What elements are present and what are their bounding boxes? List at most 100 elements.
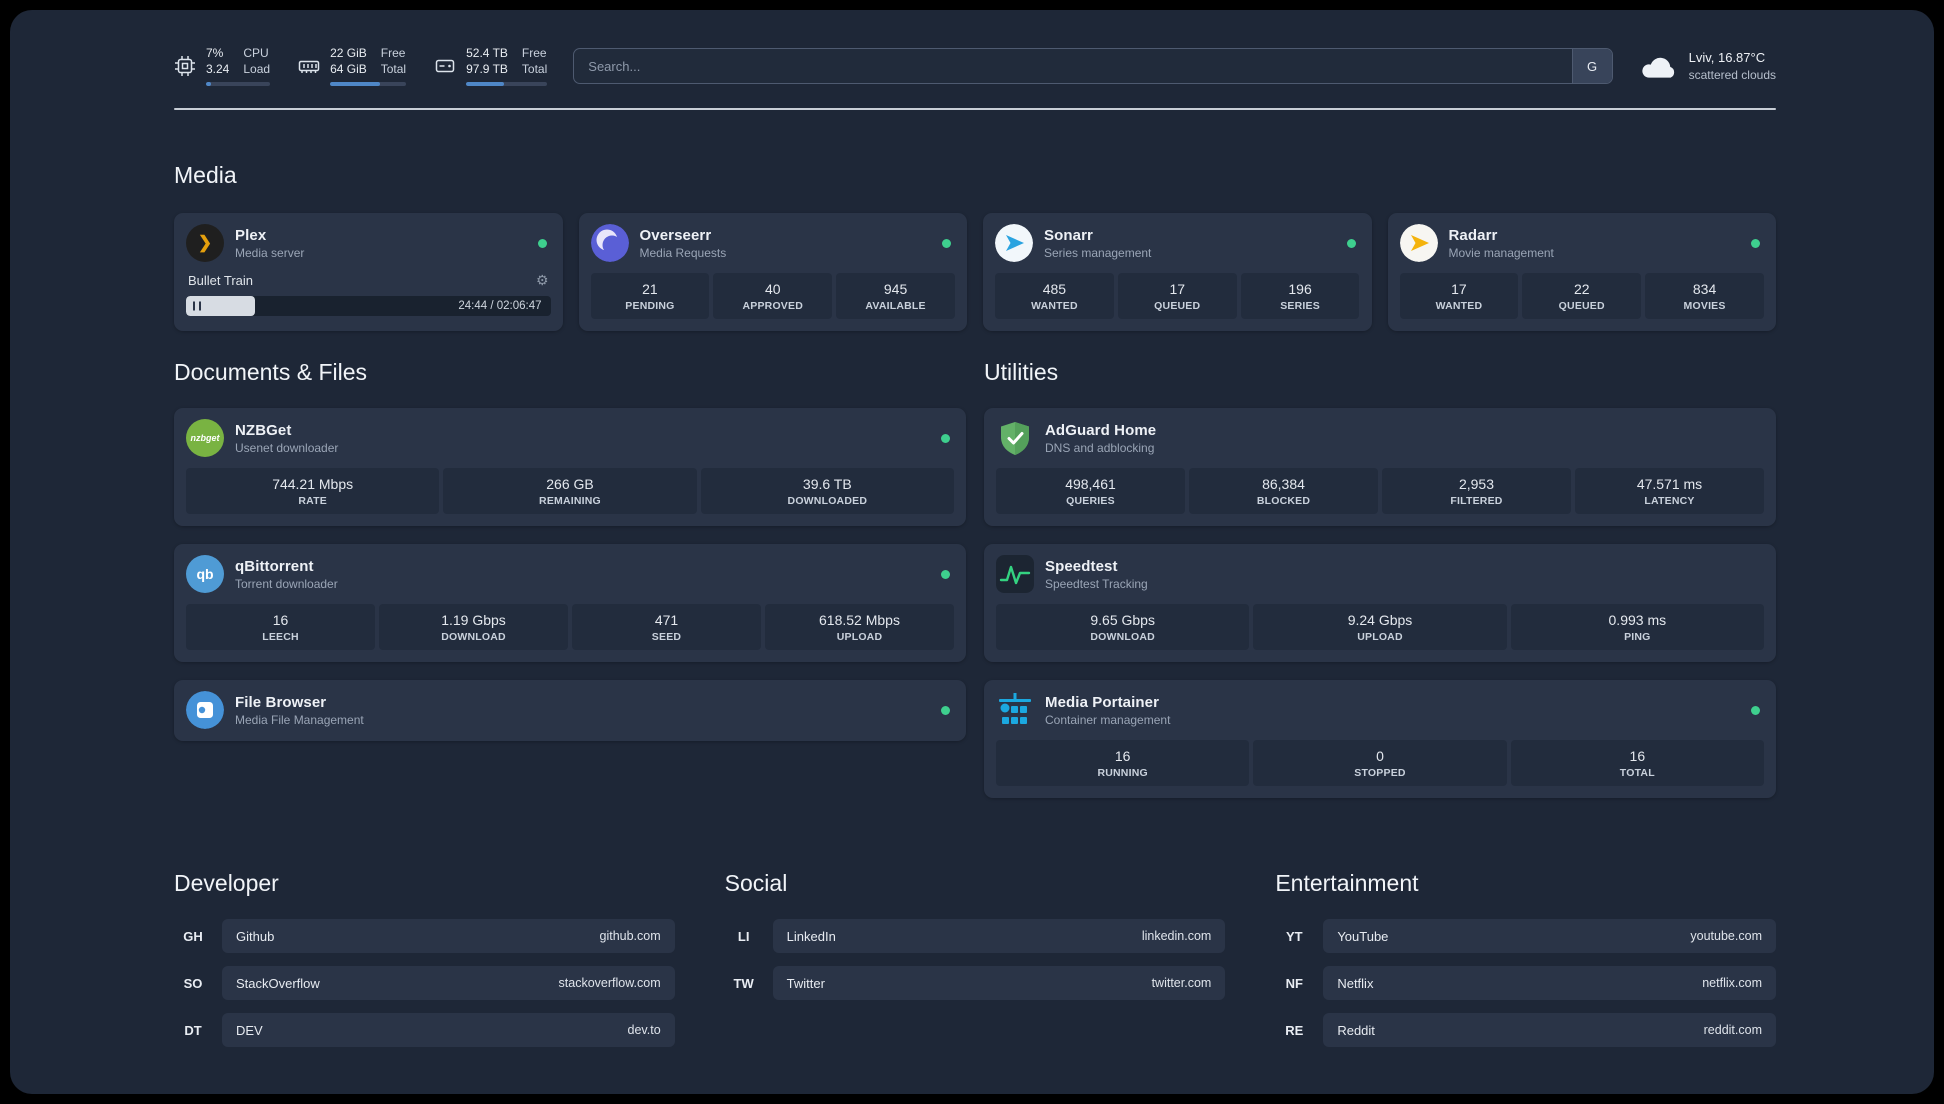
status-dot-online bbox=[941, 705, 950, 715]
app-name: Overseerr bbox=[639, 226, 712, 244]
ram-free-label: Free bbox=[380, 46, 406, 60]
app-name: Sonarr bbox=[1044, 226, 1093, 244]
app-card-filebrowser[interactable]: File Browser Media File Management bbox=[174, 680, 966, 742]
app-subtitle: DNS and adblocking bbox=[1045, 440, 1155, 455]
status-dot-online bbox=[941, 433, 950, 443]
section-title-social: Social bbox=[724, 870, 788, 897]
bookmark-row: TW Twitter twitter.com bbox=[725, 966, 1226, 1001]
app-subtitle: Speedtest Tracking bbox=[1045, 576, 1148, 591]
status-dot-online bbox=[941, 569, 950, 579]
adguard-icon bbox=[996, 419, 1034, 457]
bookmark-group-social: Social LI LinkedIn linkedin.com TW Twitt… bbox=[725, 870, 1226, 1060]
bookmark-group-entertainment: Entertainment YT YouTube youtube.com NF … bbox=[1275, 870, 1776, 1060]
stat-tile: 86,384 BLOCKED bbox=[1189, 468, 1378, 515]
ram-total-value: 64 GiB bbox=[330, 61, 367, 76]
bookmark-row: RE Reddit reddit.com bbox=[1275, 1013, 1776, 1048]
bookmark-link-dev[interactable]: DEV dev.to bbox=[222, 1013, 675, 1048]
bookmark-row: LI LinkedIn linkedin.com bbox=[725, 919, 1226, 954]
status-dot-online bbox=[1751, 238, 1760, 248]
bookmark-abbr: RE bbox=[1285, 1022, 1304, 1038]
nzbget-icon: nzbget bbox=[186, 419, 224, 458]
portainer-icon bbox=[996, 691, 1034, 729]
disk-free-value: 52.4 TB bbox=[466, 46, 508, 60]
sonarr-icon bbox=[995, 224, 1033, 263]
stat-tile: 40 APPROVED bbox=[713, 273, 833, 320]
app-card-plex[interactable]: ❯ Plex Media server Bullet Train ⚙ bbox=[174, 213, 563, 332]
stat-tile: 498,461 QUERIES bbox=[996, 468, 1185, 515]
app-subtitle: Container management bbox=[1045, 712, 1171, 727]
app-name: Media Portainer bbox=[1045, 693, 1160, 711]
stat-tile: 945 AVAILABLE bbox=[836, 273, 955, 320]
cloud-icon bbox=[1641, 57, 1674, 78]
stat-tile: 1.19 Gbps DOWNLOAD bbox=[379, 604, 568, 651]
app-name: qBittorrent bbox=[235, 557, 314, 575]
header: 7% 3.24 CPU Load bbox=[174, 46, 1776, 87]
app-subtitle: Movie management bbox=[1448, 245, 1554, 260]
disk-total-value: 97.9 TB bbox=[466, 61, 508, 76]
ram-total-label: Total bbox=[380, 61, 407, 76]
dashboard-window: 7% 3.24 CPU Load bbox=[10, 10, 1934, 1094]
stat-tile: 39.6 TB DOWNLOADED bbox=[700, 468, 954, 515]
plex-icon: ❯ bbox=[186, 224, 224, 263]
filebrowser-icon bbox=[186, 691, 224, 730]
stat-tile: 2,953 FILTERED bbox=[1382, 468, 1571, 515]
utilities-column: Utilities AdGuard Home DNS and adblockin… bbox=[984, 359, 1776, 799]
bookmark-abbr: GH bbox=[183, 928, 203, 944]
bookmark-abbr: YT bbox=[1286, 928, 1303, 944]
section-title-documents: Documents & Files bbox=[174, 359, 368, 386]
app-name: AdGuard Home bbox=[1045, 421, 1157, 439]
stat-tile: 22 QUEUED bbox=[1522, 273, 1642, 320]
seek-bar[interactable]: 24:44 / 02:06:47 bbox=[186, 296, 551, 317]
app-card-radarr[interactable]: Radarr Movie management 17 WANTED 22 QUEUE… bbox=[1387, 213, 1776, 332]
app-subtitle: Usenet downloader bbox=[235, 440, 339, 455]
app-card-speedtest[interactable]: Speedtest Speedtest Tracking 9.65 Gbps DO… bbox=[984, 544, 1776, 663]
stat-tile: 17 WANTED bbox=[1399, 273, 1519, 320]
cpu-icon bbox=[175, 56, 195, 77]
app-subtitle: Media Requests bbox=[639, 245, 727, 260]
cpu-percent: 7% bbox=[206, 46, 224, 60]
section-title-media: Media bbox=[174, 162, 237, 189]
status-dot-online bbox=[1346, 238, 1356, 248]
search-input[interactable] bbox=[574, 58, 1572, 74]
bookmark-abbr: LI bbox=[737, 928, 750, 944]
bookmark-link-reddit[interactable]: Reddit reddit.com bbox=[1323, 1013, 1776, 1048]
cpu-load-value: 3.24 bbox=[206, 61, 230, 76]
app-card-qbittorrent[interactable]: qb qBittorrent Torrent downloader 16 LEEC… bbox=[174, 544, 966, 663]
stat-tile: 21 PENDING bbox=[590, 273, 710, 320]
app-subtitle: Torrent downloader bbox=[235, 576, 338, 591]
bookmark-link-twitter[interactable]: Twitter twitter.com bbox=[772, 966, 1226, 1001]
disk-stat: 52.4 TB 97.9 TB Free Total bbox=[434, 46, 548, 87]
weather-location: Lviv, 16.87°C bbox=[1688, 50, 1766, 66]
app-card-overseerr[interactable]: Overseerr Media Requests 21 PENDING 40 APP… bbox=[578, 213, 967, 332]
header-divider bbox=[174, 108, 1776, 111]
app-name: Speedtest bbox=[1045, 557, 1118, 575]
gear-icon[interactable]: ⚙ bbox=[535, 272, 549, 289]
bookmark-group-developer: Developer GH Github github.com SO StackO… bbox=[174, 870, 675, 1060]
bookmark-link-stackoverflow[interactable]: StackOverflow stackoverflow.com bbox=[222, 966, 675, 1001]
overseerr-icon bbox=[590, 224, 629, 263]
stat-tile: 196 SERIES bbox=[1240, 273, 1360, 320]
search-engine-button[interactable]: G bbox=[1571, 49, 1612, 84]
stat-tile: 16 TOTAL bbox=[1510, 740, 1764, 787]
app-subtitle: Media server bbox=[235, 245, 305, 260]
cpu-load-label: Load bbox=[243, 61, 271, 76]
bookmark-link-linkedin[interactable]: LinkedIn linkedin.com bbox=[772, 919, 1226, 954]
cpu-label: CPU bbox=[243, 46, 269, 60]
documents-column: Documents & Files nzbget NZBGet Usenet d… bbox=[174, 359, 966, 798]
status-dot-online bbox=[537, 238, 547, 248]
stat-tile: 834 MOVIES bbox=[1645, 273, 1764, 320]
pause-icon[interactable] bbox=[193, 301, 201, 311]
app-card-adguard[interactable]: AdGuard Home DNS and adblocking 498,461 Q… bbox=[984, 408, 1776, 527]
bookmark-link-github[interactable]: Github github.com bbox=[222, 919, 675, 954]
bookmark-link-youtube[interactable]: YouTube youtube.com bbox=[1323, 919, 1776, 954]
bookmark-link-netflix[interactable]: Netflix netflix.com bbox=[1323, 966, 1776, 1001]
speedtest-icon bbox=[996, 555, 1034, 594]
stat-tile: 471 SEED bbox=[572, 604, 761, 651]
bookmark-row: GH Github github.com bbox=[174, 919, 675, 954]
app-name: File Browser bbox=[235, 693, 327, 711]
app-card-portainer[interactable]: Media Portainer Container management 16 R… bbox=[984, 680, 1776, 799]
app-card-nzbget[interactable]: nzbget NZBGet Usenet downloader 744.21 M… bbox=[174, 408, 966, 527]
app-card-sonarr[interactable]: Sonarr Series management 485 WANTED 17 QUE… bbox=[983, 213, 1372, 332]
stat-tile: 47.571 ms LATENCY bbox=[1575, 468, 1764, 515]
bookmark-row: SO StackOverflow stackoverflow.com bbox=[174, 966, 675, 1001]
